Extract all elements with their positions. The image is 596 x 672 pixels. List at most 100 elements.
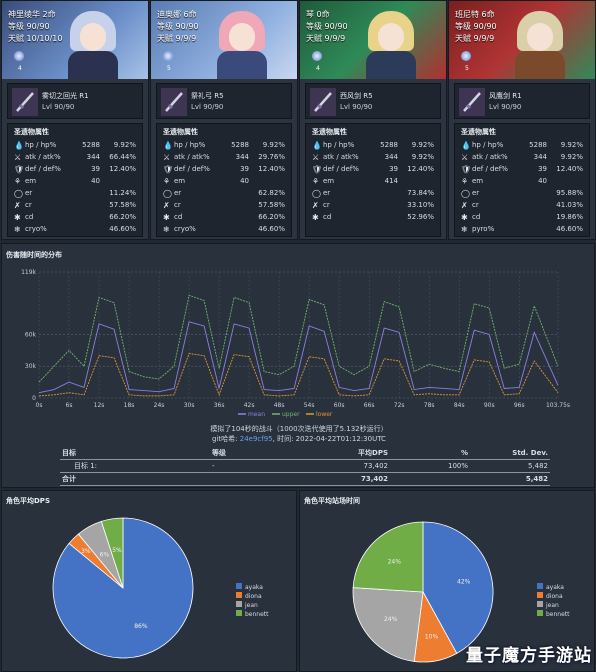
weapon-icon — [459, 88, 485, 116]
stat-row: ✱ cd 19.86% — [461, 212, 583, 222]
stat-row: 💧 hp / hp% 5288 9.92% — [14, 140, 136, 150]
stat-icon: 🛡 — [312, 164, 323, 174]
stat-row: ✗ cr 41.03% — [461, 200, 583, 210]
legend-label-bennett: bennett — [546, 611, 570, 618]
x-tick-label: 60s — [334, 402, 345, 409]
weapon-icon — [12, 88, 38, 116]
stat-row: ⚔ atk / atk% 344 29.76% — [163, 152, 285, 162]
damage-line-chart-svg: 0 30k 60k 119k 0s 6s 12s 18s 24s 30s 36s 42s 48s 54s 6… — [21, 269, 570, 418]
x-tick-label: 30s — [184, 402, 195, 409]
legend-swatch-jean — [236, 601, 242, 607]
x-tick-label: 18s — [124, 402, 135, 409]
table-total-row: 合计 73,402 5,482 — [60, 472, 550, 486]
character-avatar-icon — [215, 7, 269, 79]
stat-icon: ⚘ — [312, 176, 320, 186]
dps-table: 目标 等级 平均DPS % Std. Dev. 目标 1: - 73,402 1… — [60, 447, 550, 486]
character-talent: 天赋 9/9/9 — [157, 34, 197, 43]
weapon-level: Lvl 90/90 — [489, 103, 522, 111]
character-name: 班尼特 6命 — [455, 10, 495, 19]
legend-swatch-diona — [537, 592, 543, 598]
stat-row: ❄ pyro% 46.60% — [461, 224, 583, 234]
col-std-dev: Std. Dev. — [470, 447, 550, 460]
stat-row: 🛡 def / def% 39 12.40% — [163, 164, 285, 174]
pie-slice-bennett — [100, 517, 124, 589]
stat-row: ⚔ atk / atk% 344 66.44% — [14, 152, 136, 162]
artifact-stats-title: 圣遗物属性 — [163, 128, 198, 136]
character-avatar-icon — [513, 7, 567, 79]
series-line-mean — [38, 321, 559, 394]
constellation-count: 5 — [167, 65, 171, 72]
stat-row: ◯ er 73.84% — [312, 188, 434, 198]
x-tick-label: 72s — [394, 402, 405, 409]
stat-row: 🛡 def / def% 39 12.40% — [312, 164, 434, 174]
stat-icon: ✗ — [312, 200, 319, 210]
stat-icon: ✱ — [312, 212, 319, 222]
x-tick-label: 6s — [66, 402, 73, 409]
stat-icon: ✗ — [461, 200, 468, 210]
stat-icon: ◯ — [14, 188, 23, 198]
stat-icon: ⚘ — [163, 176, 171, 186]
stat-row: ❄ cryo% 46.60% — [14, 224, 136, 234]
pie-slice-bennett — [352, 521, 424, 593]
pie-slice-ayaka — [422, 521, 494, 654]
weapon-panel: 祭礼弓 R5 Lvl 90/90 — [156, 83, 292, 119]
git-hash-link[interactable]: 24e9cf95 — [239, 435, 273, 443]
character-card: 班尼特 6命 等级 90/90 天赋 9/9/9 5 风鹰剑 R1 Lvl 90… — [448, 0, 596, 240]
col-avg-dps: 平均DPS — [300, 447, 390, 460]
character-talent: 天赋 10/10/10 — [8, 34, 63, 43]
stat-icon: ◯ — [312, 188, 321, 198]
weapon-level: Lvl 90/90 — [42, 103, 75, 111]
pie-slice-label: 24% — [388, 558, 402, 565]
y-tick-label: 119k — [21, 269, 36, 276]
character-card: 琴 0命 等级 90/90 天赋 9/9/9 4 西风剑 R5 Lvl 90/9… — [299, 0, 447, 240]
x-tick-label: 96s — [514, 402, 525, 409]
stat-icon: ◯ — [163, 188, 172, 198]
constellation-icon — [14, 51, 24, 61]
stat-row: ❄ cryo% 46.60% — [163, 224, 285, 234]
stat-icon: ❄ — [14, 224, 21, 234]
stat-row: ⚘ em 40 — [163, 176, 249, 186]
stat-row: 💧 hp / hp% 5288 9.92% — [461, 140, 583, 150]
stat-icon: ⚔ — [163, 152, 171, 162]
x-tick-label: 84s — [454, 402, 465, 409]
x-tick-label: 12s — [94, 402, 105, 409]
weapon-icon — [310, 88, 336, 116]
stat-icon: ⚔ — [461, 152, 469, 162]
field-time-pie-svg: 42% 10% 24% 24% ayaka diona jean bennett — [352, 521, 570, 663]
artifact-stats-panel: 圣遗物属性 💧 hp / hp% 5288 9.92% ⚔ atk / atk%… — [454, 123, 590, 237]
weapon-name: 西风剑 R5 — [340, 92, 373, 100]
stat-icon: 💧 — [14, 140, 24, 150]
artifact-stats-title: 圣遗物属性 — [14, 128, 49, 136]
pie-slice-label: 24% — [384, 616, 398, 623]
stat-row: 💧 hp / hp% 5288 9.92% — [163, 140, 285, 150]
character-avatar-icon — [66, 7, 120, 79]
character-avatar-icon — [364, 7, 418, 79]
character-name: 神里绫华 2命 — [8, 10, 56, 19]
stat-icon: ⚔ — [312, 152, 320, 162]
stat-row: ✗ cr 57.58% — [14, 200, 136, 210]
character-portrait: 迪奥娜 6命 等级 90/90 天赋 9/9/9 5 — [151, 1, 297, 79]
stat-icon: ✱ — [163, 212, 170, 222]
series-line-lower — [38, 353, 559, 397]
stat-row: ✱ cd 52.96% — [312, 212, 434, 222]
pie-slice-jean — [352, 587, 424, 662]
x-tick-label: 42s — [244, 402, 255, 409]
constellation-count: 4 — [18, 65, 22, 72]
pie-slice-label: 42% — [457, 579, 471, 586]
constellation-count: 4 — [316, 65, 320, 72]
character-level: 等级 90/90 — [306, 22, 348, 31]
artifact-stats-panel: 圣遗物属性 💧 hp / hp% 5288 9.92% ⚔ atk / atk%… — [305, 123, 441, 237]
stat-row: ⚔ atk / atk% 344 9.92% — [312, 152, 434, 162]
stat-icon: ⚘ — [14, 176, 22, 186]
pie-slice-label: 3% — [81, 548, 91, 555]
x-tick-label: 66s — [364, 402, 375, 409]
sim-summary: 模拟了104秒的战斗（1000次迭代使用了5.132秒运行） — [210, 425, 388, 433]
stat-icon: ✗ — [14, 200, 21, 210]
stat-icon: 💧 — [461, 140, 471, 150]
legend-label-ayaka: ayaka — [546, 584, 564, 591]
stat-icon: 🛡 — [163, 164, 174, 174]
legend-label-upper: upper — [282, 411, 300, 418]
y-tick-label: 0 — [32, 395, 36, 402]
character-level: 等级 90/90 — [8, 22, 50, 31]
